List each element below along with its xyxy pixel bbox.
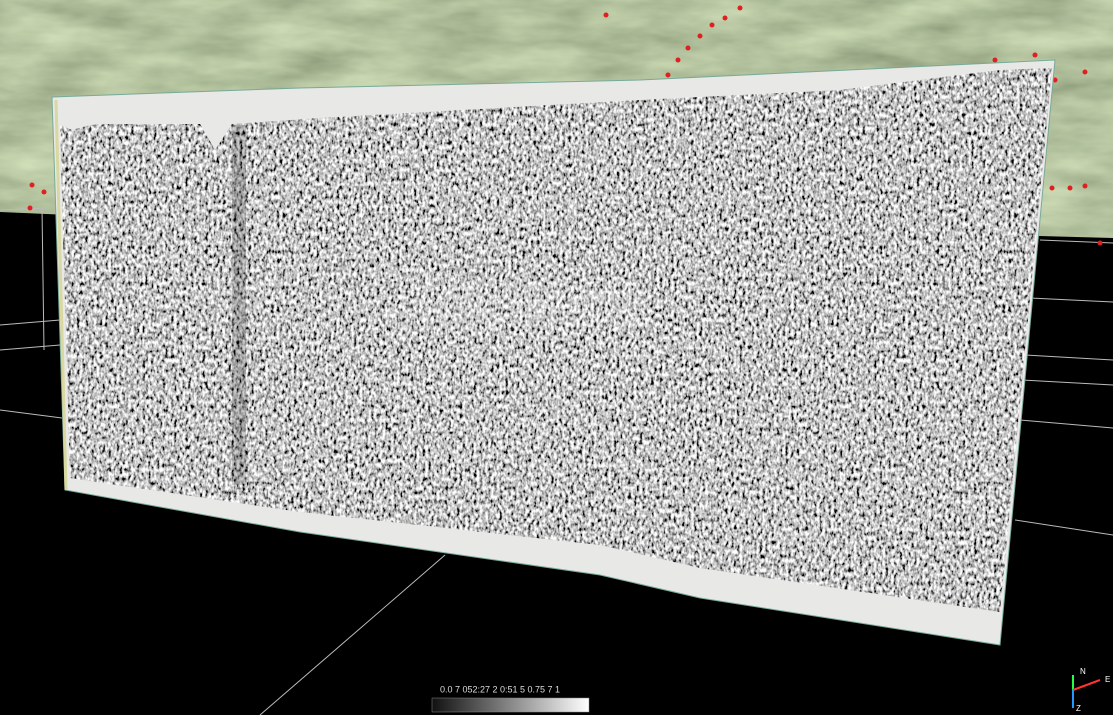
panel-edge [54,99,68,491]
colorbar: 0.0 7 052:27 2 0:51 5 0.75 7 1 [431,684,590,713]
axis-east: E [1105,675,1110,684]
axis-up: Z [1076,704,1081,713]
axes-triad: N E Z [1072,667,1110,713]
colorbar-labels: 0.0 7 052:27 2 0:51 5 0.75 7 1 [440,684,560,694]
axis-north: N [1080,667,1086,676]
grid-box [0,207,1113,715]
